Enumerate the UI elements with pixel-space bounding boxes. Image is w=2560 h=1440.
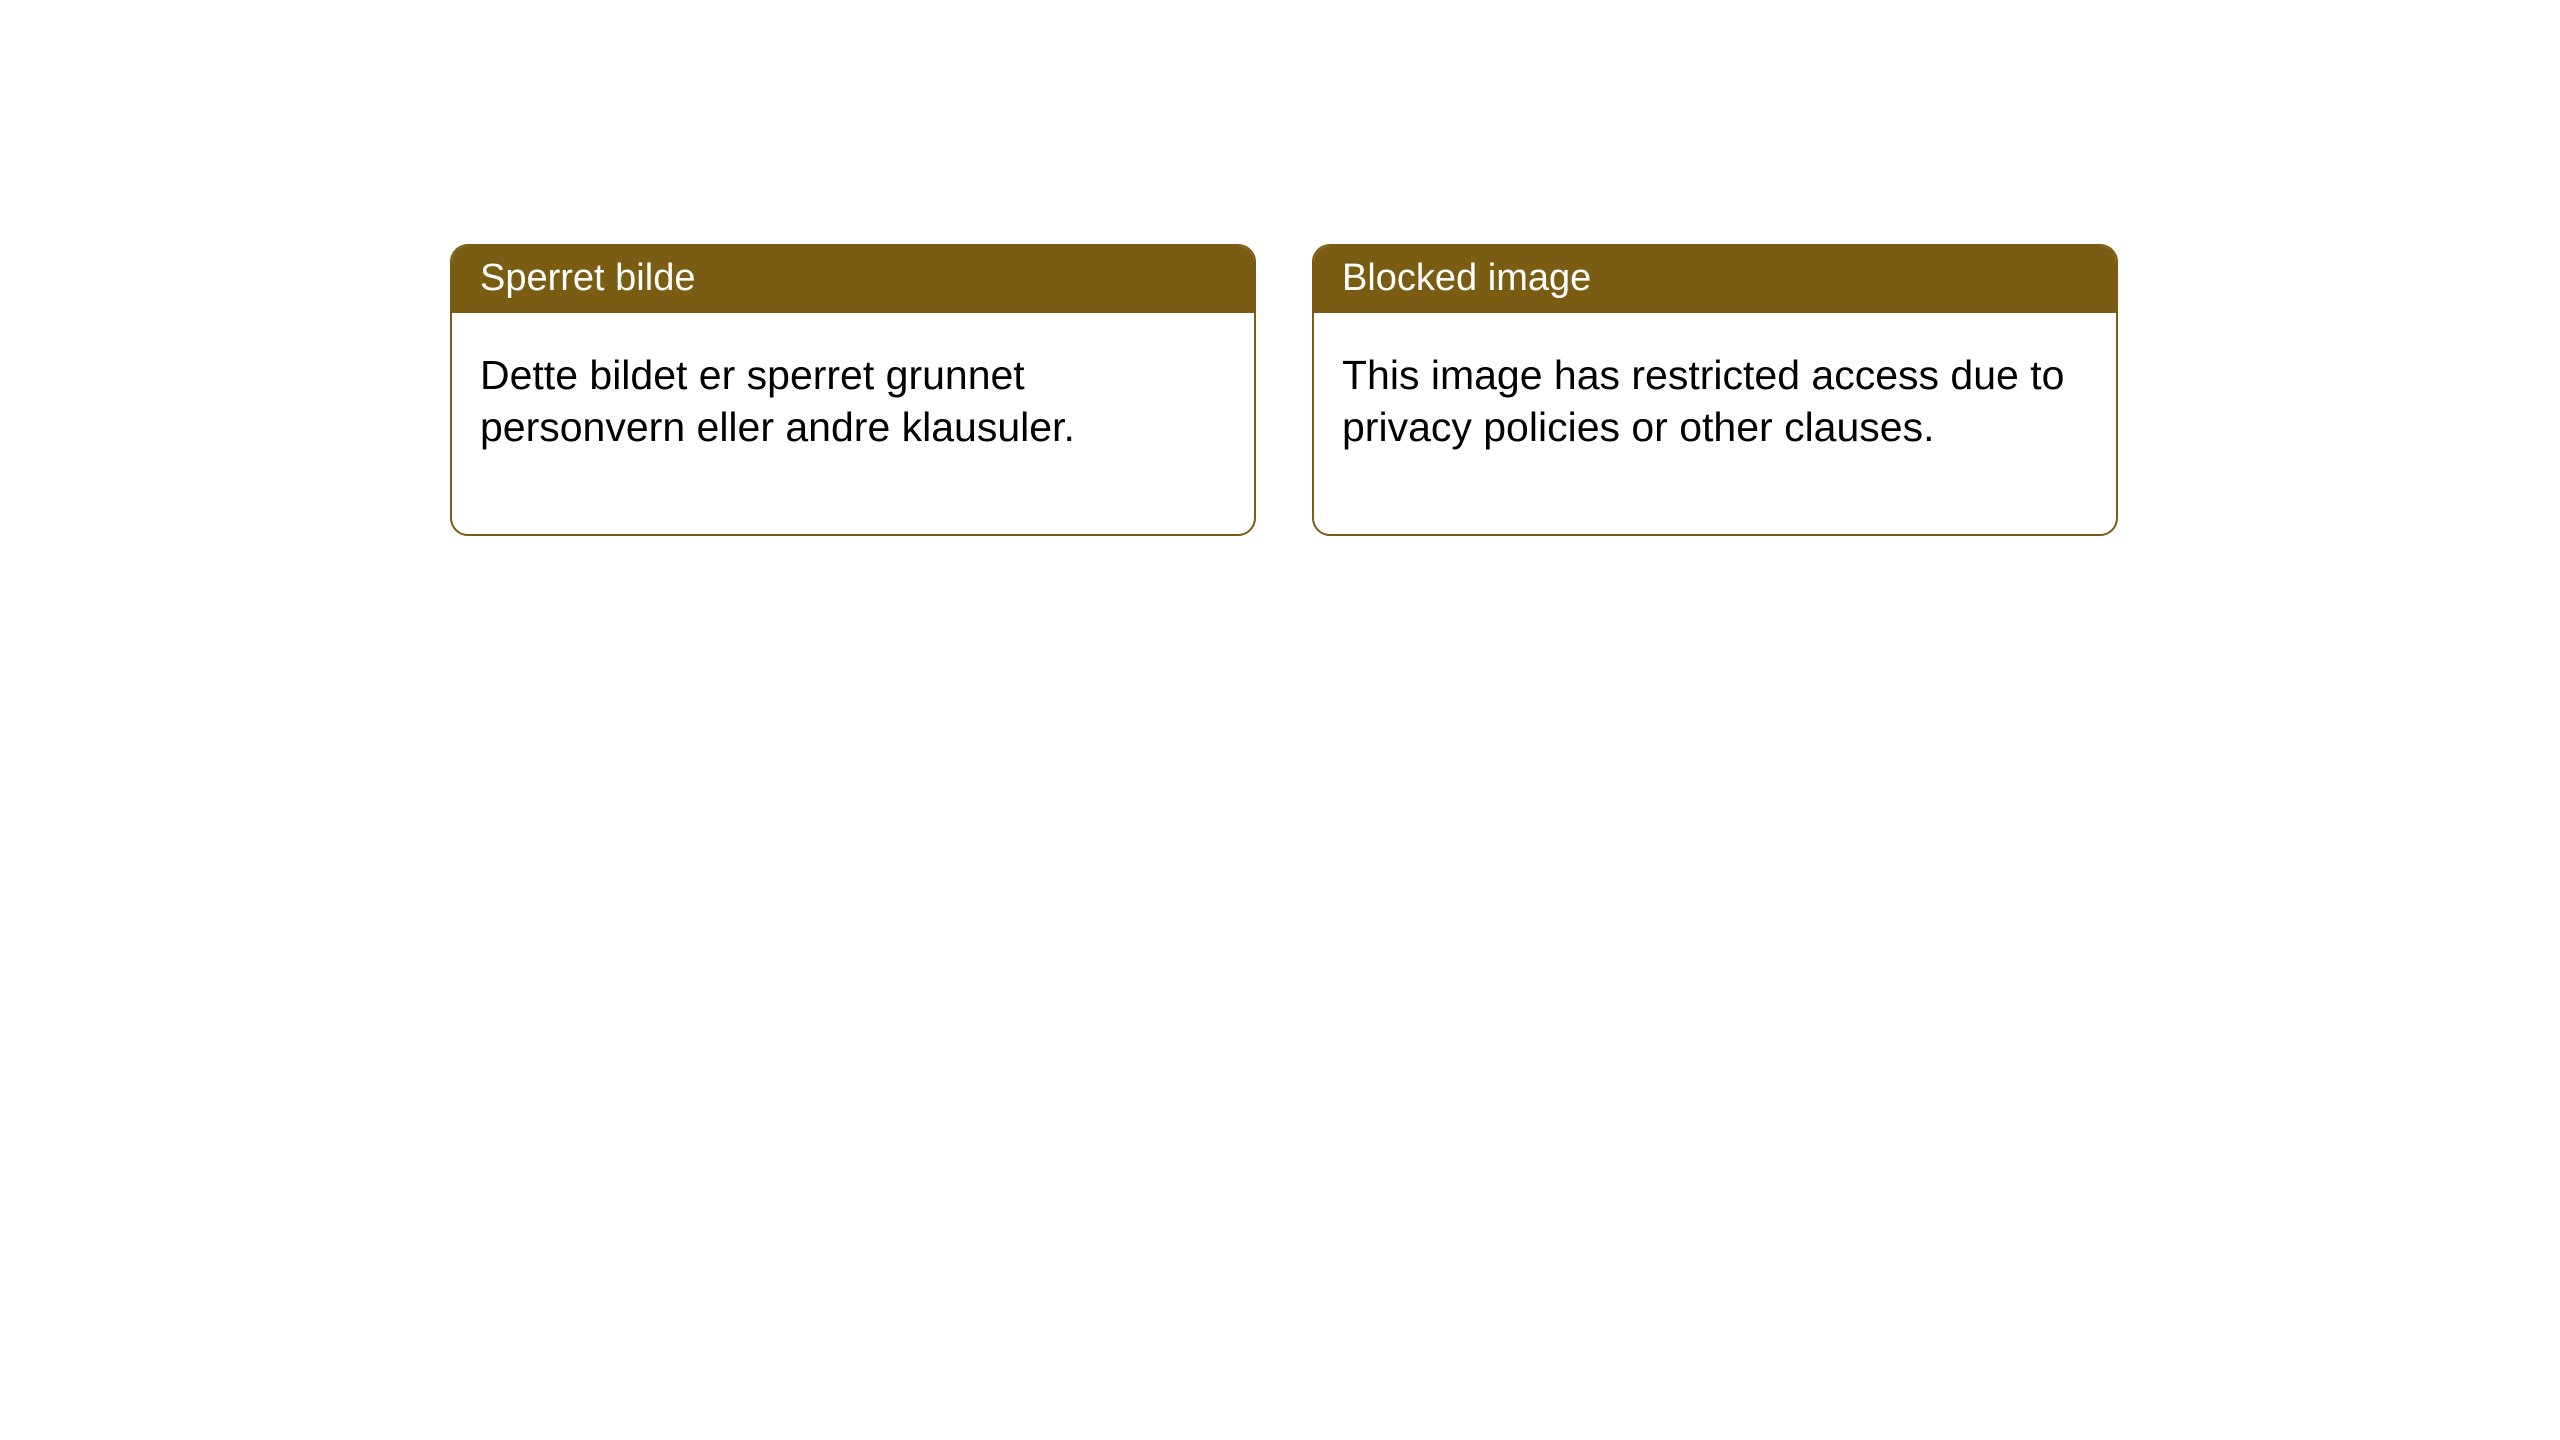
notice-body: This image has restricted access due to … [1314,313,2116,533]
notice-card-norwegian: Sperret bilde Dette bildet er sperret gr… [450,244,1256,536]
notice-card-english: Blocked image This image has restricted … [1312,244,2118,536]
notice-header: Sperret bilde [452,246,1254,313]
notice-header: Blocked image [1314,246,2116,313]
notice-container: Sperret bilde Dette bildet er sperret gr… [0,0,2560,536]
notice-body: Dette bildet er sperret grunnet personve… [452,313,1254,533]
